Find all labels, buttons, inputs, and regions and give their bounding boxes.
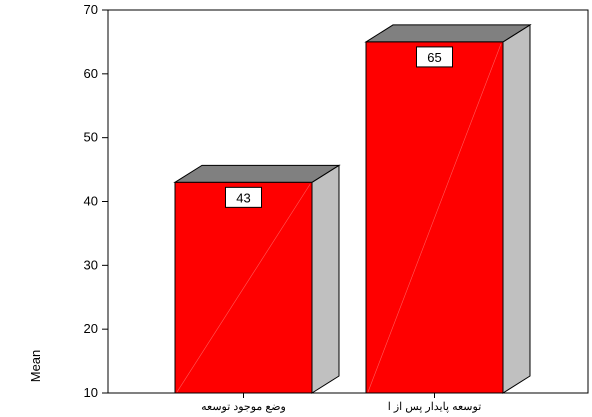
y-tick-label: 70 (84, 2, 98, 17)
data-label-box (416, 46, 453, 68)
bar-sheen (176, 184, 311, 393)
data-label: 43 (225, 186, 262, 208)
x-tick-label: توسعه پایدار پس از ا (388, 401, 482, 413)
data-label: 65 (416, 46, 453, 68)
x-axis: وضع موجود توسعه توسعه پایدار پس از ا (201, 393, 481, 413)
data-label-text: 43 (236, 190, 250, 205)
y-axis-label: Mean (28, 350, 43, 383)
y-tick-label: 20 (84, 321, 98, 336)
bar-top (173, 164, 341, 183)
data-label-box (225, 186, 262, 208)
data-label-text: 65 (427, 50, 441, 65)
y-tick-label: 10 (84, 385, 98, 400)
y-tick-label: 50 (84, 130, 98, 145)
y-tick-label: 30 (84, 257, 98, 272)
y-tick-label: 60 (84, 66, 98, 81)
x-tick-label: وضع موجود توسعه (201, 401, 286, 413)
bar-side (502, 24, 531, 394)
y-tick-label: 40 (84, 194, 98, 209)
bar-side (311, 164, 340, 394)
y-axis: 10 20 30 40 50 60 70 (84, 2, 108, 400)
bar-top (364, 24, 532, 43)
bar (364, 24, 532, 394)
bar-sheen (367, 43, 502, 393)
bars (173, 24, 532, 394)
data-labels: 43 65 (225, 46, 453, 208)
bar (173, 164, 341, 394)
